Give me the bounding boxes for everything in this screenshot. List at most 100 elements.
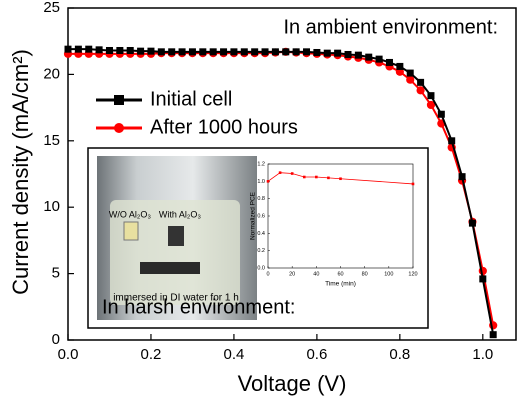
photo-caption: immersed in DI water for 1 h — [113, 293, 239, 304]
marker — [375, 55, 383, 63]
x-tick-label: 0.6 — [306, 346, 327, 363]
chart-1: 0 20 40 60 80 100 120 0.0 0.2 0.4 0.6 0.8 1.0 1.2 Time… — [250, 161, 418, 287]
marker — [240, 48, 248, 56]
series-line — [267, 172, 414, 185]
y-axis-label: Normalized PCE — [250, 191, 257, 240]
marker — [251, 48, 259, 56]
marker — [315, 175, 318, 179]
marker — [479, 275, 487, 283]
y-tick-label: 0.2 — [257, 248, 265, 254]
y-tick-label: 0.6 — [257, 213, 265, 219]
marker — [323, 49, 331, 57]
water — [110, 200, 240, 305]
y-tick-label: 15 — [43, 132, 60, 149]
x-tick-label: 120 — [408, 271, 417, 277]
plot-frame — [67, 7, 517, 341]
legend-marker — [114, 95, 124, 105]
y-tick-label: 1.2 — [257, 161, 265, 167]
marker — [261, 48, 269, 56]
sample-2 — [168, 226, 184, 246]
marker — [74, 45, 82, 53]
marker — [188, 48, 196, 56]
photo — [97, 156, 257, 320]
marker — [339, 177, 342, 181]
marker — [468, 219, 476, 227]
annotation: In ambient environment: — [283, 16, 498, 38]
legend-label: After 1000 hours — [150, 116, 298, 138]
marker — [220, 48, 228, 56]
sample-1 — [123, 221, 139, 241]
marker — [411, 182, 415, 186]
marker — [292, 48, 300, 56]
y-tick-label: 0 — [52, 331, 60, 348]
x-axis-label: Voltage (V) — [238, 371, 347, 396]
marker — [85, 45, 93, 53]
x-tick-label: 0.4 — [223, 346, 244, 363]
y-tick-label: 10 — [43, 198, 60, 215]
marker — [178, 48, 186, 56]
marker — [199, 48, 207, 56]
marker — [313, 48, 321, 56]
y-tick-label: 20 — [43, 65, 60, 82]
x-tick-label: 0 — [266, 271, 269, 277]
marker — [327, 176, 330, 180]
chart-0: 0.0 0.2 0.4 0.6 0.8 1.0 0 5 10 15 20 25 Voltage (V) C… — [8, 0, 517, 396]
marker — [278, 171, 282, 174]
marker — [365, 53, 373, 61]
y-tick-label: 1.0 — [257, 179, 265, 185]
y-axis-label: Current density (mA/cm²) — [8, 49, 33, 295]
legend-marker — [114, 123, 124, 133]
x-tick-label: 20 — [289, 271, 295, 277]
marker — [271, 48, 279, 56]
marker — [147, 47, 155, 55]
marker — [417, 78, 425, 86]
marker — [266, 180, 270, 183]
y-tick-label: 0.4 — [257, 231, 265, 237]
marker — [290, 172, 294, 175]
marker — [64, 45, 72, 53]
marker — [416, 86, 425, 95]
marker — [458, 173, 466, 181]
marker — [105, 46, 113, 54]
legend-label: Initial cell — [150, 88, 232, 110]
x-axis-label: Time (min) — [325, 281, 356, 288]
x-tick-label: 0.2 — [141, 346, 162, 363]
marker — [385, 58, 393, 66]
marker — [448, 137, 456, 145]
y-tick-label: 0.8 — [257, 196, 265, 202]
x-tick-label: 100 — [384, 271, 393, 277]
marker — [406, 75, 415, 84]
marker — [95, 46, 103, 54]
marker — [427, 92, 435, 100]
marker — [302, 175, 306, 179]
y-tick-label: 0.0 — [257, 265, 265, 271]
marker — [437, 110, 445, 118]
marker — [157, 48, 165, 56]
marker — [126, 46, 134, 54]
x-tick-label: 1.0 — [472, 346, 493, 363]
marker — [354, 51, 362, 59]
x-tick-label: 80 — [362, 271, 368, 277]
marker — [116, 46, 124, 54]
photo-label: With Al₂O₃ — [159, 209, 202, 219]
y-tick-label: 5 — [52, 265, 60, 282]
y-tick-label: 25 — [43, 0, 60, 16]
marker — [230, 48, 238, 56]
x-tick-label: 0.0 — [58, 346, 79, 363]
annotation: In harsh environment: — [102, 296, 295, 318]
marker — [303, 48, 311, 56]
marker — [426, 100, 436, 110]
marker — [168, 48, 176, 56]
stand — [140, 262, 200, 274]
x-tick-label: 60 — [337, 271, 343, 277]
marker — [137, 47, 145, 55]
x-tick-label: 0.8 — [389, 346, 410, 363]
x-tick-label: 40 — [313, 271, 319, 277]
marker — [344, 50, 352, 58]
marker — [489, 331, 497, 339]
marker — [396, 62, 404, 70]
marker — [282, 48, 290, 56]
marker — [209, 48, 217, 56]
marker — [334, 49, 342, 57]
